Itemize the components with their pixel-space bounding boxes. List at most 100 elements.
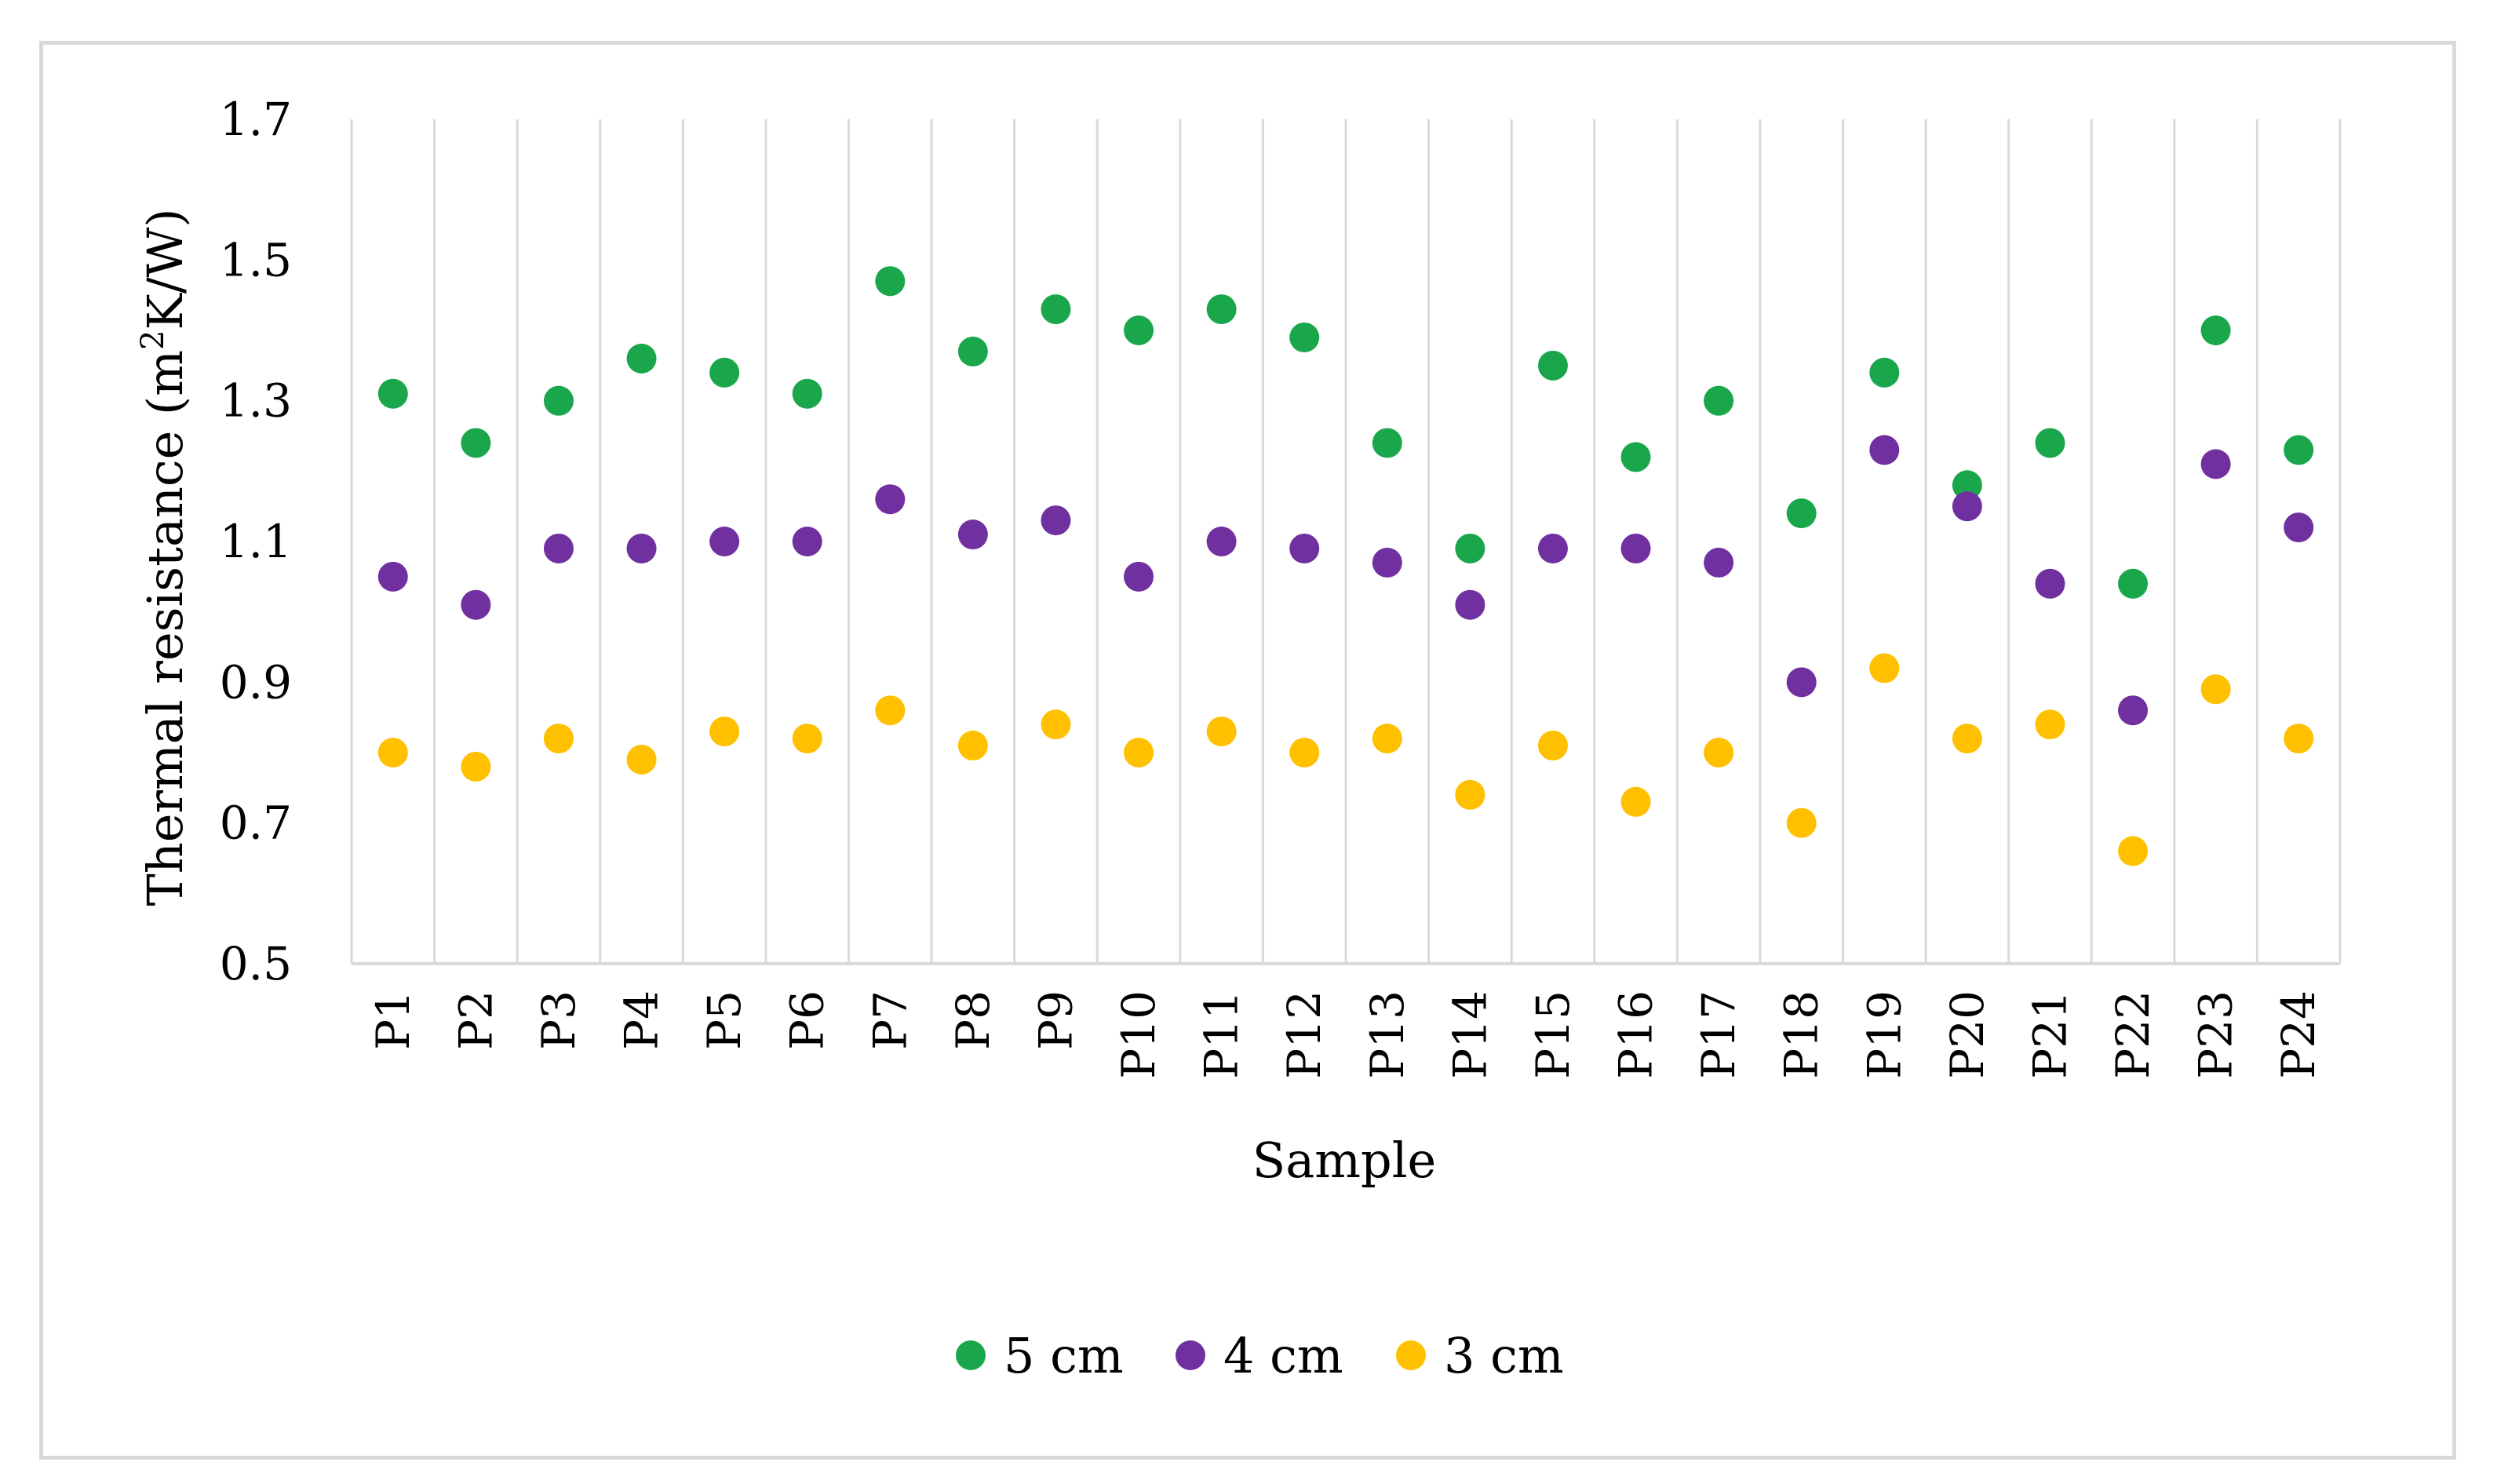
x-tick-label-p21: P21 [2023, 990, 2076, 1079]
legend-marker [1176, 1340, 1205, 1370]
y-tick-label: 0.9 [220, 655, 292, 709]
point-5-cm-p22 [2118, 568, 2149, 599]
point-3-cm-p1 [377, 738, 408, 768]
y-tick-label: 0.7 [220, 797, 292, 850]
point-4-cm-p17 [1704, 547, 1734, 578]
y-tick-label: 0.5 [220, 937, 292, 990]
point-5-cm-p6 [792, 378, 822, 409]
y-tick-label: 1.7 [220, 93, 292, 146]
legend-item-5-cm: 5 cm [956, 1327, 1124, 1384]
x-axis-title: Sample [1252, 1132, 1436, 1189]
gridlines [350, 119, 2342, 964]
point-5-cm-p24 [2284, 435, 2314, 465]
x-tick-label-p16: P16 [1609, 990, 1663, 1079]
x-tick-label-p2: P2 [449, 990, 502, 1050]
legend-marker [956, 1340, 986, 1370]
x-tick-label-p8: P8 [946, 990, 1000, 1050]
x-tick-label-p4: P4 [615, 990, 669, 1050]
x-tick-label-p11: P11 [1195, 990, 1248, 1079]
point-3-cm-p24 [2284, 724, 2314, 754]
x-tick-label-p23: P23 [2189, 990, 2243, 1079]
y-axis-title-prefix: Thermal resistance (m [137, 350, 194, 906]
point-4-cm-p15 [1537, 533, 1568, 563]
point-5-cm-p19 [1869, 357, 1900, 388]
y-axis-title-superscript: 2 [135, 330, 171, 350]
point-4-cm-p3 [543, 533, 574, 563]
x-tick-label-p19: P19 [1857, 990, 1911, 1079]
x-tick-label-p10: P10 [1112, 990, 1165, 1079]
point-5-cm-p11 [1206, 294, 1237, 325]
point-4-cm-p24 [2284, 512, 2314, 543]
point-5-cm-p5 [709, 357, 740, 388]
point-3-cm-p15 [1537, 731, 1568, 761]
point-3-cm-p3 [543, 724, 574, 754]
point-5-cm-p9 [1041, 294, 1071, 325]
point-3-cm-p2 [461, 751, 491, 782]
point-3-cm-p11 [1206, 716, 1237, 747]
y-axis-title-suffix: K/W) [137, 208, 194, 330]
point-5-cm-p13 [1372, 428, 1402, 458]
point-3-cm-p10 [1124, 738, 1154, 768]
point-3-cm-p14 [1455, 779, 1485, 810]
series-4-cm [377, 435, 2314, 726]
point-5-cm-p10 [1124, 315, 1154, 345]
point-5-cm-p8 [957, 336, 988, 366]
x-tick-label-p20: P20 [1941, 990, 1994, 1079]
point-3-cm-p21 [2035, 709, 2065, 740]
y-tick-label: 1.5 [220, 233, 292, 286]
point-5-cm-p18 [1786, 498, 1817, 529]
point-3-cm-p18 [1786, 808, 1817, 838]
point-4-cm-p14 [1455, 589, 1485, 620]
x-tick-label-p3: P3 [532, 990, 585, 1050]
point-5-cm-p1 [377, 378, 408, 409]
x-tick-label-p1: P1 [366, 990, 420, 1050]
legend-label: 4 cm [1223, 1327, 1343, 1384]
y-tick-labels: 0.5 0.7 0.9 1.1 1.3 1.5 1.7 [220, 93, 292, 990]
point-4-cm-p10 [1124, 561, 1154, 592]
data-points [377, 266, 2314, 866]
point-4-cm-p20 [1952, 491, 1982, 522]
point-5-cm-p14 [1455, 533, 1485, 563]
y-axis-title: Thermal resistance (m2K/W) [135, 208, 194, 906]
legend: 5 cm 4 cm 3 cm [956, 1327, 1564, 1384]
point-3-cm-p8 [957, 731, 988, 761]
point-5-cm-p7 [875, 266, 906, 297]
point-3-cm-p23 [2200, 674, 2231, 705]
point-3-cm-p17 [1704, 738, 1734, 768]
point-4-cm-p7 [875, 484, 906, 515]
point-4-cm-p23 [2200, 449, 2231, 479]
x-tick-label-p6: P6 [781, 990, 834, 1050]
x-tick-label-p13: P13 [1361, 990, 1414, 1079]
x-tick-label-p12: P12 [1278, 990, 1331, 1079]
legend-item-4-cm: 4 cm [1176, 1327, 1343, 1384]
y-tick-label: 1.1 [220, 515, 292, 568]
point-4-cm-p11 [1206, 527, 1237, 556]
legend-label: 3 cm [1444, 1327, 1564, 1384]
point-3-cm-p6 [792, 724, 822, 754]
point-3-cm-p9 [1041, 709, 1071, 740]
x-tick-label-p18: P18 [1775, 990, 1828, 1079]
y-tick-label: 1.3 [220, 374, 292, 428]
point-3-cm-p20 [1952, 724, 1982, 754]
point-5-cm-p21 [2035, 428, 2065, 458]
point-4-cm-p12 [1289, 533, 1320, 563]
point-3-cm-p7 [875, 695, 906, 726]
point-3-cm-p5 [709, 716, 740, 747]
point-4-cm-p8 [957, 520, 988, 550]
point-4-cm-p19 [1869, 435, 1900, 465]
point-5-cm-p15 [1537, 350, 1568, 381]
point-5-cm-p23 [2200, 315, 2231, 345]
x-tick-label-p22: P22 [2106, 990, 2160, 1079]
x-tick-label-p15: P15 [1526, 990, 1580, 1079]
point-3-cm-p19 [1869, 653, 1900, 684]
series-3-cm [377, 653, 2314, 866]
point-4-cm-p5 [709, 527, 740, 556]
x-tick-label-p24: P24 [2272, 990, 2325, 1079]
legend-label: 5 cm [1004, 1327, 1124, 1384]
point-4-cm-p22 [2118, 695, 2149, 726]
point-4-cm-p4 [626, 533, 657, 563]
point-4-cm-p2 [461, 589, 491, 620]
x-tick-labels: P1 P2 P3 P4 P5 P6 P7 P8 P9 P10 P11 P12 P13 P14 P15 P16 P… [366, 990, 2325, 1079]
point-4-cm-p13 [1372, 547, 1402, 578]
